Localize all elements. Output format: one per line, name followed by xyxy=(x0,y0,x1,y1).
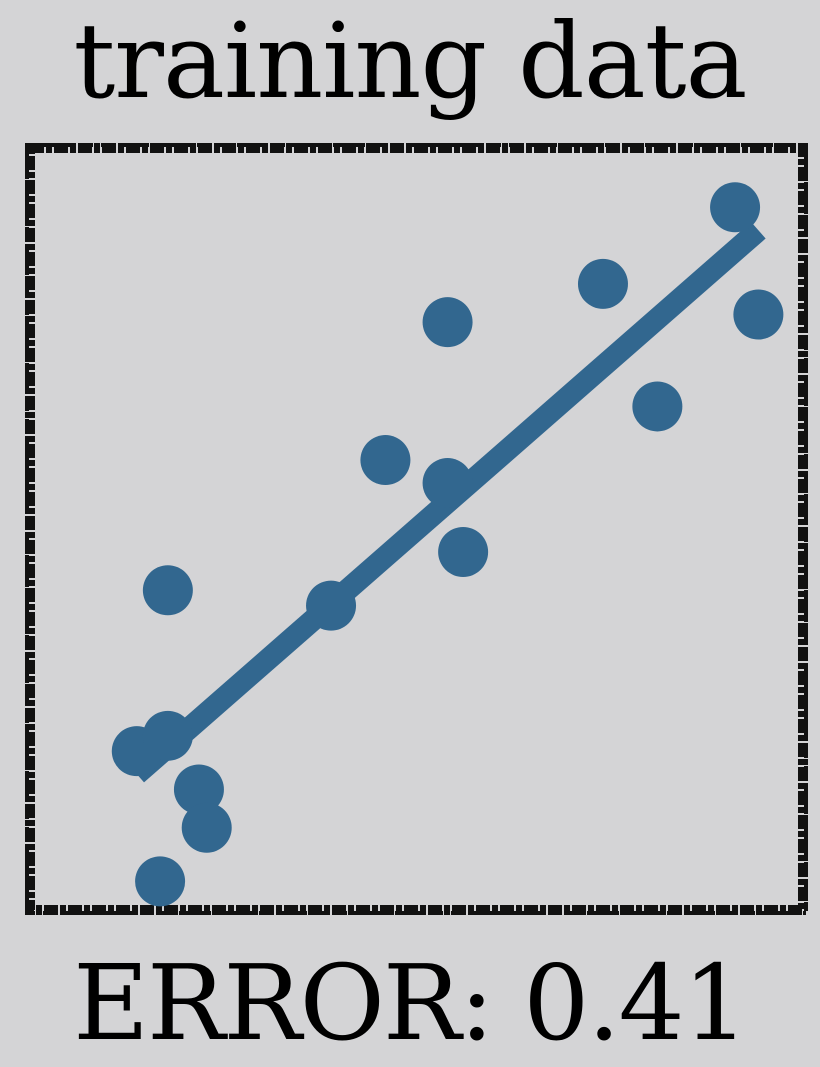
error-readout: ERROR: 0.41 xyxy=(73,942,749,1064)
plot-frame xyxy=(25,143,808,915)
data-point xyxy=(142,565,193,616)
data-point xyxy=(360,435,411,486)
data-point xyxy=(422,458,473,509)
data-point xyxy=(632,381,683,432)
data-point xyxy=(710,182,761,233)
data-point xyxy=(306,580,357,631)
data-point xyxy=(733,289,784,340)
points-layer xyxy=(111,182,784,907)
data-point xyxy=(438,526,489,577)
data-point xyxy=(422,297,473,348)
chart-title: training data xyxy=(73,0,747,122)
data-point xyxy=(577,258,628,309)
data-point xyxy=(135,856,186,907)
data-point xyxy=(181,802,232,853)
plot-frame-border-texture xyxy=(25,143,808,915)
plot-frame-border xyxy=(25,143,808,915)
data-point xyxy=(142,710,193,761)
data-point xyxy=(173,764,224,815)
